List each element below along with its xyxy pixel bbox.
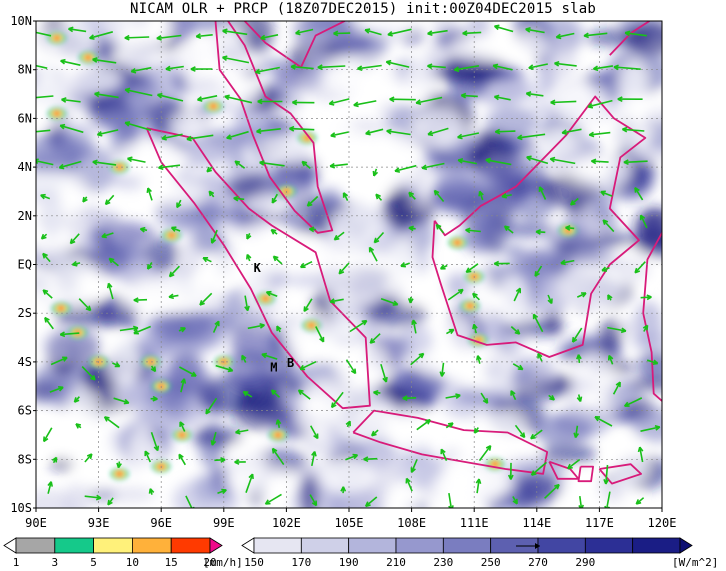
place-label: M <box>270 361 277 375</box>
lat-tick-label: 4S <box>18 355 32 369</box>
coastline-segment <box>598 463 642 485</box>
lat-tick-label: 2S <box>18 306 32 320</box>
lat-tick-label: 6N <box>18 111 32 125</box>
lon-tick-label: 108E <box>397 516 426 530</box>
lat-tick-label: 2N <box>18 209 32 223</box>
precip-tick-labels: 1 3 5 10 15 20 <box>13 556 217 569</box>
colorbar-tick-label: 190 <box>339 556 359 569</box>
lon-tick-label: 93E <box>88 516 110 530</box>
colorbar-tick-label: 270 <box>528 556 548 569</box>
wind-arrows <box>36 24 661 508</box>
lat-axis: 10N 8N 6N 4N 2N EQ 2S 4S 6S 8S 10S <box>10 14 36 515</box>
olr-legend: 150 170 190 210 230 250 270 290 [W/m^2] <box>241 537 718 569</box>
precip-unit-label: [mm/h] <box>203 556 243 569</box>
place-labels: K M B <box>254 261 295 375</box>
lat-tick-label: 8S <box>18 452 32 466</box>
precip-colorbar <box>3 537 223 554</box>
coastline-segment <box>431 95 647 358</box>
lon-tick-label: 99E <box>213 516 235 530</box>
colorbar-tick-label: 1 <box>13 556 20 569</box>
lon-tick-label: 114E <box>522 516 551 530</box>
lon-tick-label: 120E <box>648 516 677 530</box>
colorbar-tick-label: 5 <box>90 556 97 569</box>
lat-tick-label: 10N <box>10 14 32 28</box>
colorbar-tick-label: 150 <box>244 556 264 569</box>
precip-field <box>47 32 578 480</box>
colorbar-tick-label: 250 <box>481 556 501 569</box>
coastline-segment <box>214 21 334 234</box>
olr-field <box>36 21 662 508</box>
lat-tick-label: EQ <box>18 258 32 272</box>
wind-reference-arrow <box>516 543 540 549</box>
colorbar-tick-label: 290 <box>575 556 595 569</box>
lon-tick-label: 117E <box>585 516 614 530</box>
colorbar-tick-label: 230 <box>433 556 453 569</box>
map-title: NICAM OLR + PRCP (18Z07DEC2015) init:00Z… <box>130 1 596 17</box>
olr-colorbar <box>241 537 693 554</box>
olr-tick-labels: 150 170 190 210 230 250 270 290 <box>244 556 595 569</box>
lon-tick-label: 90E <box>25 516 47 530</box>
colorbar-tick-label: 10 <box>126 556 139 569</box>
lon-tick-label: 105E <box>335 516 364 530</box>
lat-tick-label: 8N <box>18 63 32 77</box>
lon-tick-label: 96E <box>150 516 172 530</box>
lon-axis: 90E 93E 96E 99E 102E 105E 108E 111E 114E 117E 120E <box>25 508 676 530</box>
colorbar-tick-label: 20 <box>203 556 216 569</box>
colorbar-tick-label: 170 <box>291 556 311 569</box>
coastline-segment <box>577 465 594 483</box>
lon-tick-label: 111E <box>460 516 489 530</box>
lat-tick-label: 6S <box>18 404 32 418</box>
place-label: K <box>254 261 262 275</box>
place-label: B <box>287 356 294 370</box>
colorbar-tick-label: 210 <box>386 556 406 569</box>
coastline-segment <box>642 232 662 402</box>
colorbar-tick-label: 15 <box>165 556 178 569</box>
lon-tick-label: 102E <box>272 516 301 530</box>
lat-tick-label: 10S <box>10 501 32 515</box>
colorbar-tick-label: 3 <box>51 556 58 569</box>
grid-lines <box>36 21 662 508</box>
olr-unit-label: [W/m^2] <box>672 556 718 569</box>
lat-tick-label: 4N <box>18 160 32 174</box>
precip-legend: 1 3 5 10 15 20 [mm/h] <box>3 537 243 569</box>
